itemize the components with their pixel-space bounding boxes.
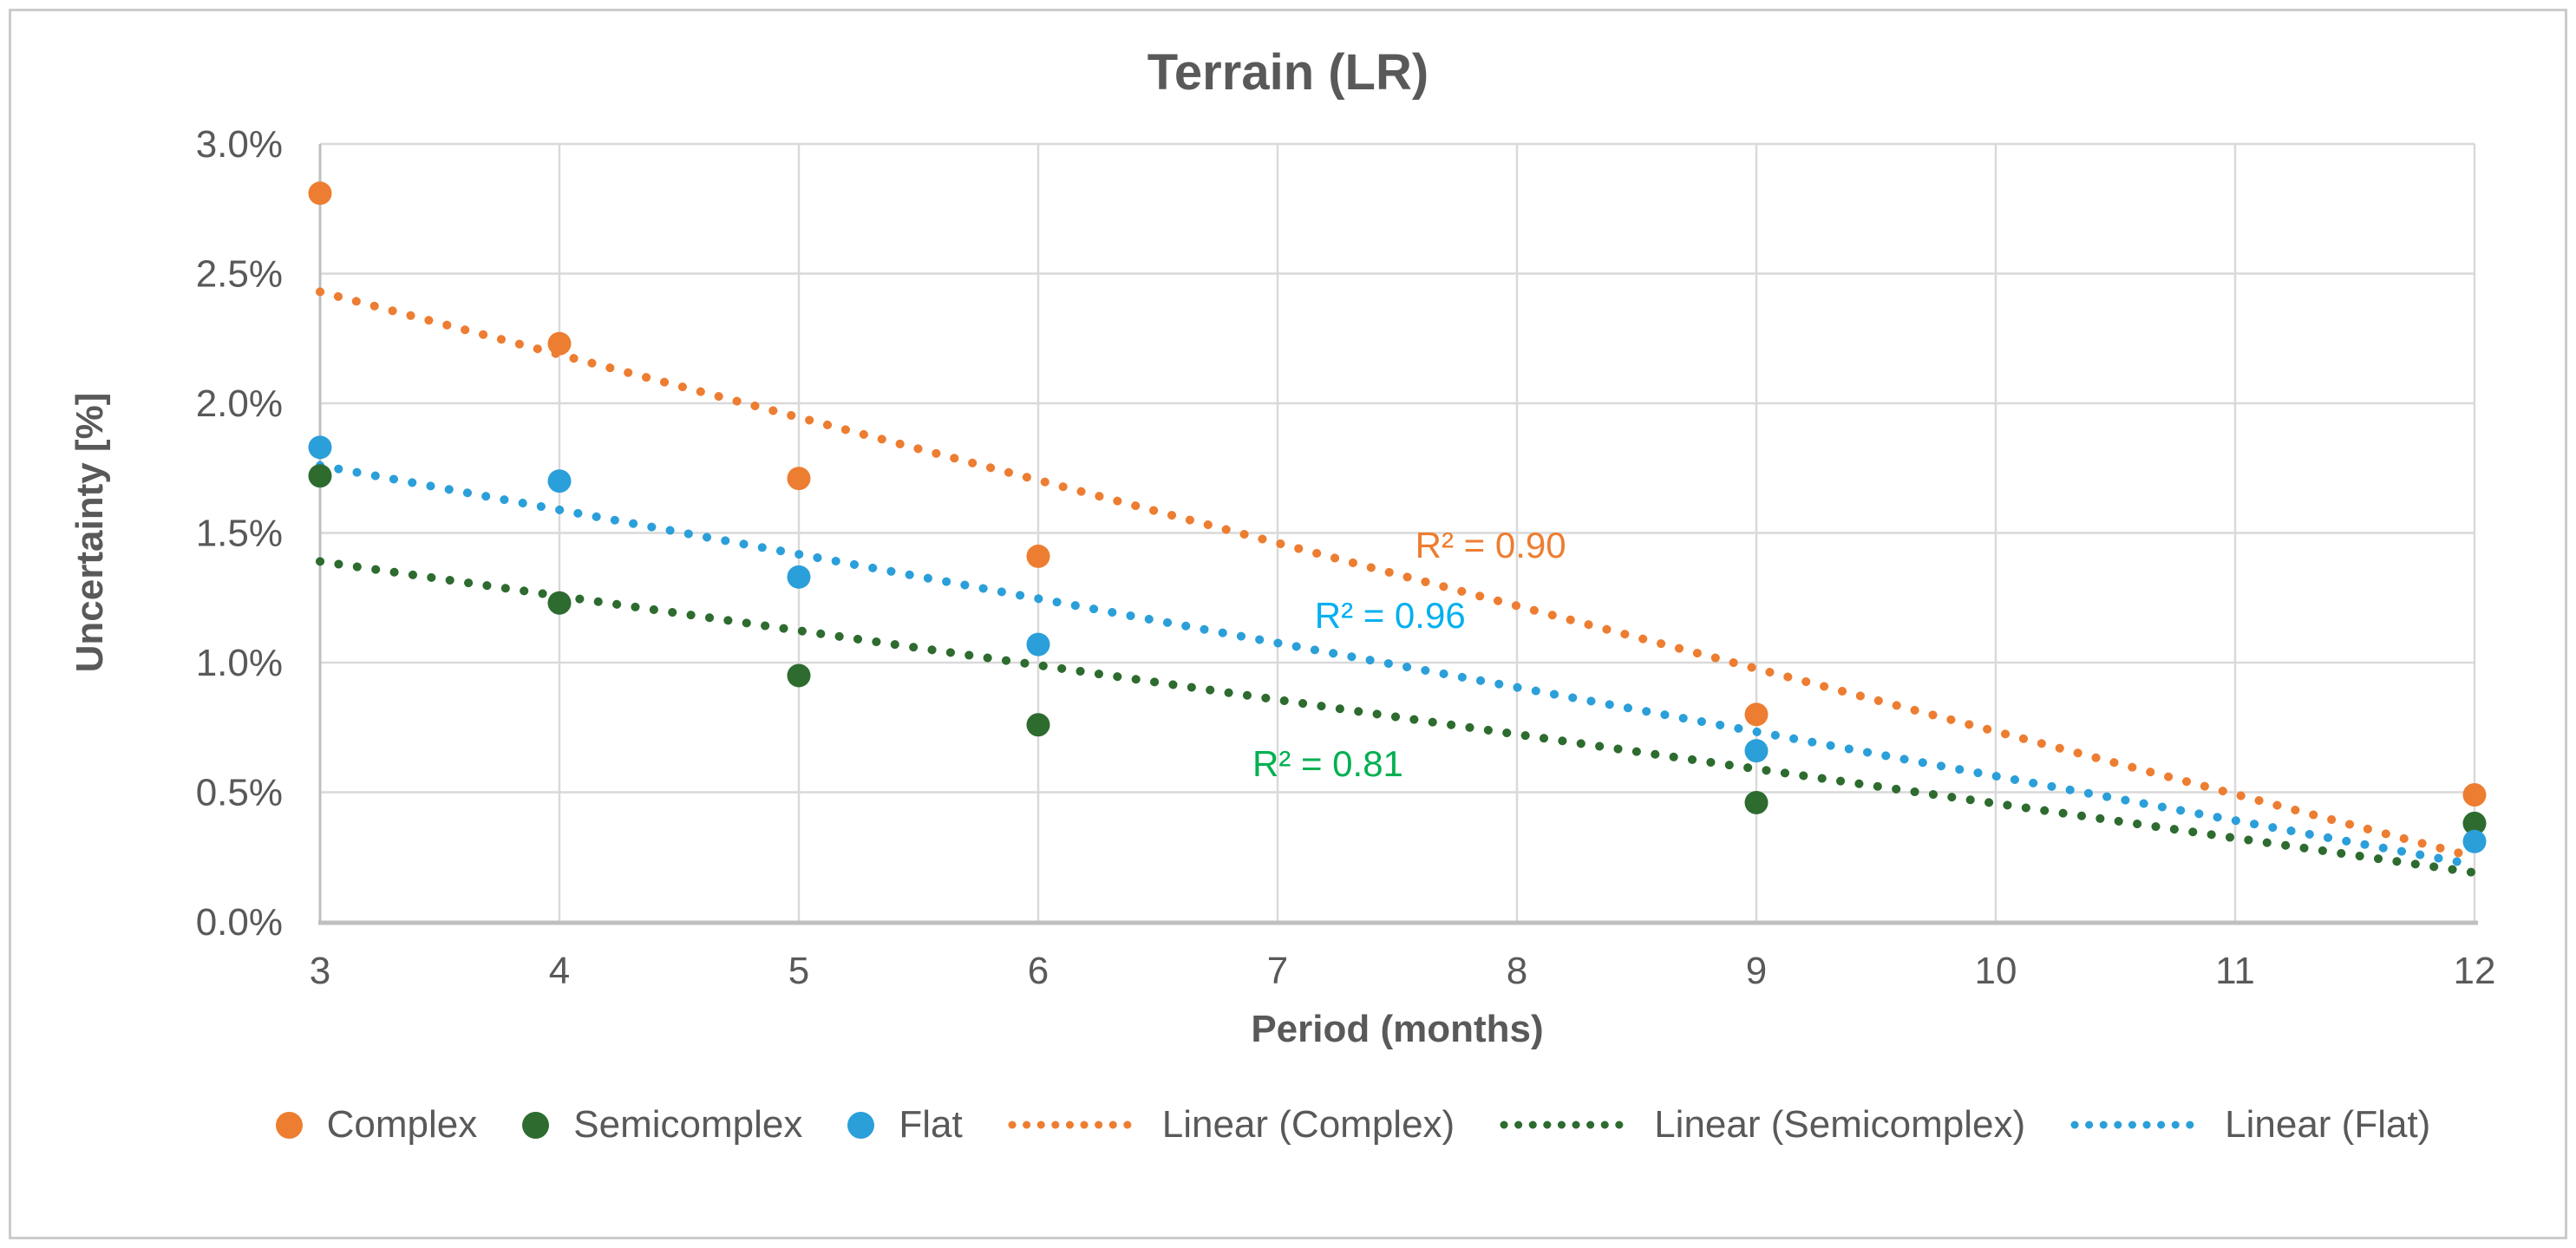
legend-item-label: Complex — [326, 1103, 478, 1146]
data-point-semicomplex — [547, 591, 572, 615]
r-squared-label-semicomplex: R² = 0.81 — [1252, 742, 1403, 784]
data-point-semicomplex — [2462, 811, 2487, 835]
x-tick-label: 12 — [2454, 950, 2496, 992]
legend-item-label: Linear (Semicomplex) — [1654, 1103, 2026, 1146]
x-tick-label: 7 — [1267, 950, 1288, 992]
x-tick-label: 3 — [310, 950, 330, 992]
x-tick-label: 11 — [2215, 950, 2255, 992]
data-point-semicomplex — [308, 464, 332, 488]
data-point-flat — [787, 565, 811, 589]
r-squared-label-flat: R² = 0.96 — [1314, 595, 1466, 637]
data-point-semicomplex — [1744, 790, 1769, 814]
legend-item-linear-flat: Linear (Flat) — [2070, 1103, 2430, 1147]
data-point-semicomplex — [787, 663, 811, 688]
legend-item-label: Linear (Complex) — [1161, 1103, 1455, 1146]
trendline-linear-semicomplex- — [316, 557, 2479, 878]
dotted-line-icon — [1008, 1121, 1138, 1129]
dotted-line-icon — [2070, 1121, 2200, 1129]
dotted-line-icon — [1500, 1121, 1630, 1129]
data-point-complex — [1744, 702, 1769, 727]
y-tick-label: 2.5% — [196, 253, 283, 296]
x-tick-label: 9 — [1746, 950, 1767, 992]
data-point-flat — [308, 435, 332, 460]
data-point-flat — [1026, 632, 1050, 657]
legend: Complex Semicomplex Flat Linear (Complex… — [0, 1103, 2576, 1147]
data-point-complex — [2462, 782, 2487, 807]
x-axis-title: Period (months) — [1251, 1008, 1544, 1050]
y-tick-label: 1.0% — [196, 642, 283, 684]
data-point-semicomplex — [1026, 713, 1050, 737]
r-squared-label-complex: R² = 0.90 — [1415, 525, 1566, 566]
y-axis-title: Uncertainty [%] — [69, 392, 111, 673]
trendline-linear-flat- — [316, 461, 2479, 870]
y-tick-label: 0.5% — [196, 772, 283, 814]
flat-marker-icon — [847, 1111, 875, 1139]
data-point-complex — [308, 181, 332, 206]
data-point-flat — [2462, 829, 2487, 853]
chart-title: Terrain (LR) — [1147, 44, 1429, 101]
semicomplex-marker-icon — [522, 1111, 550, 1139]
legend-item-label: Flat — [899, 1103, 963, 1146]
x-tick-label: 10 — [1975, 950, 2017, 992]
data-point-complex — [1026, 544, 1050, 568]
x-tick-label: 4 — [549, 950, 570, 992]
legend-item-label: Semicomplex — [573, 1103, 803, 1146]
legend-item-semicomplex: Semicomplex — [522, 1103, 802, 1147]
y-tick-label: 2.0% — [196, 382, 283, 425]
y-tick-label: 3.0% — [196, 123, 283, 166]
x-tick-label: 5 — [788, 950, 809, 992]
legend-item-flat: Flat — [847, 1103, 963, 1147]
data-point-complex — [547, 331, 572, 356]
data-point-flat — [1744, 739, 1769, 763]
complex-marker-icon — [275, 1111, 303, 1139]
data-point-flat — [547, 469, 572, 493]
trendline-linear-complex- — [316, 287, 2479, 862]
legend-item-linear-complex: Linear (Complex) — [1008, 1103, 1455, 1147]
legend-item-label: Linear (Flat) — [2225, 1103, 2431, 1146]
chart-border — [9, 9, 2567, 1239]
y-tick-label: 1.5% — [196, 513, 283, 555]
data-point-complex — [787, 467, 811, 491]
y-tick-label: 0.0% — [196, 901, 283, 944]
legend-item-linear-semicomplex: Linear (Semicomplex) — [1500, 1103, 2025, 1147]
legend-item-complex: Complex — [275, 1103, 478, 1147]
x-tick-label: 8 — [1507, 950, 1527, 992]
x-tick-label: 6 — [1028, 950, 1049, 992]
